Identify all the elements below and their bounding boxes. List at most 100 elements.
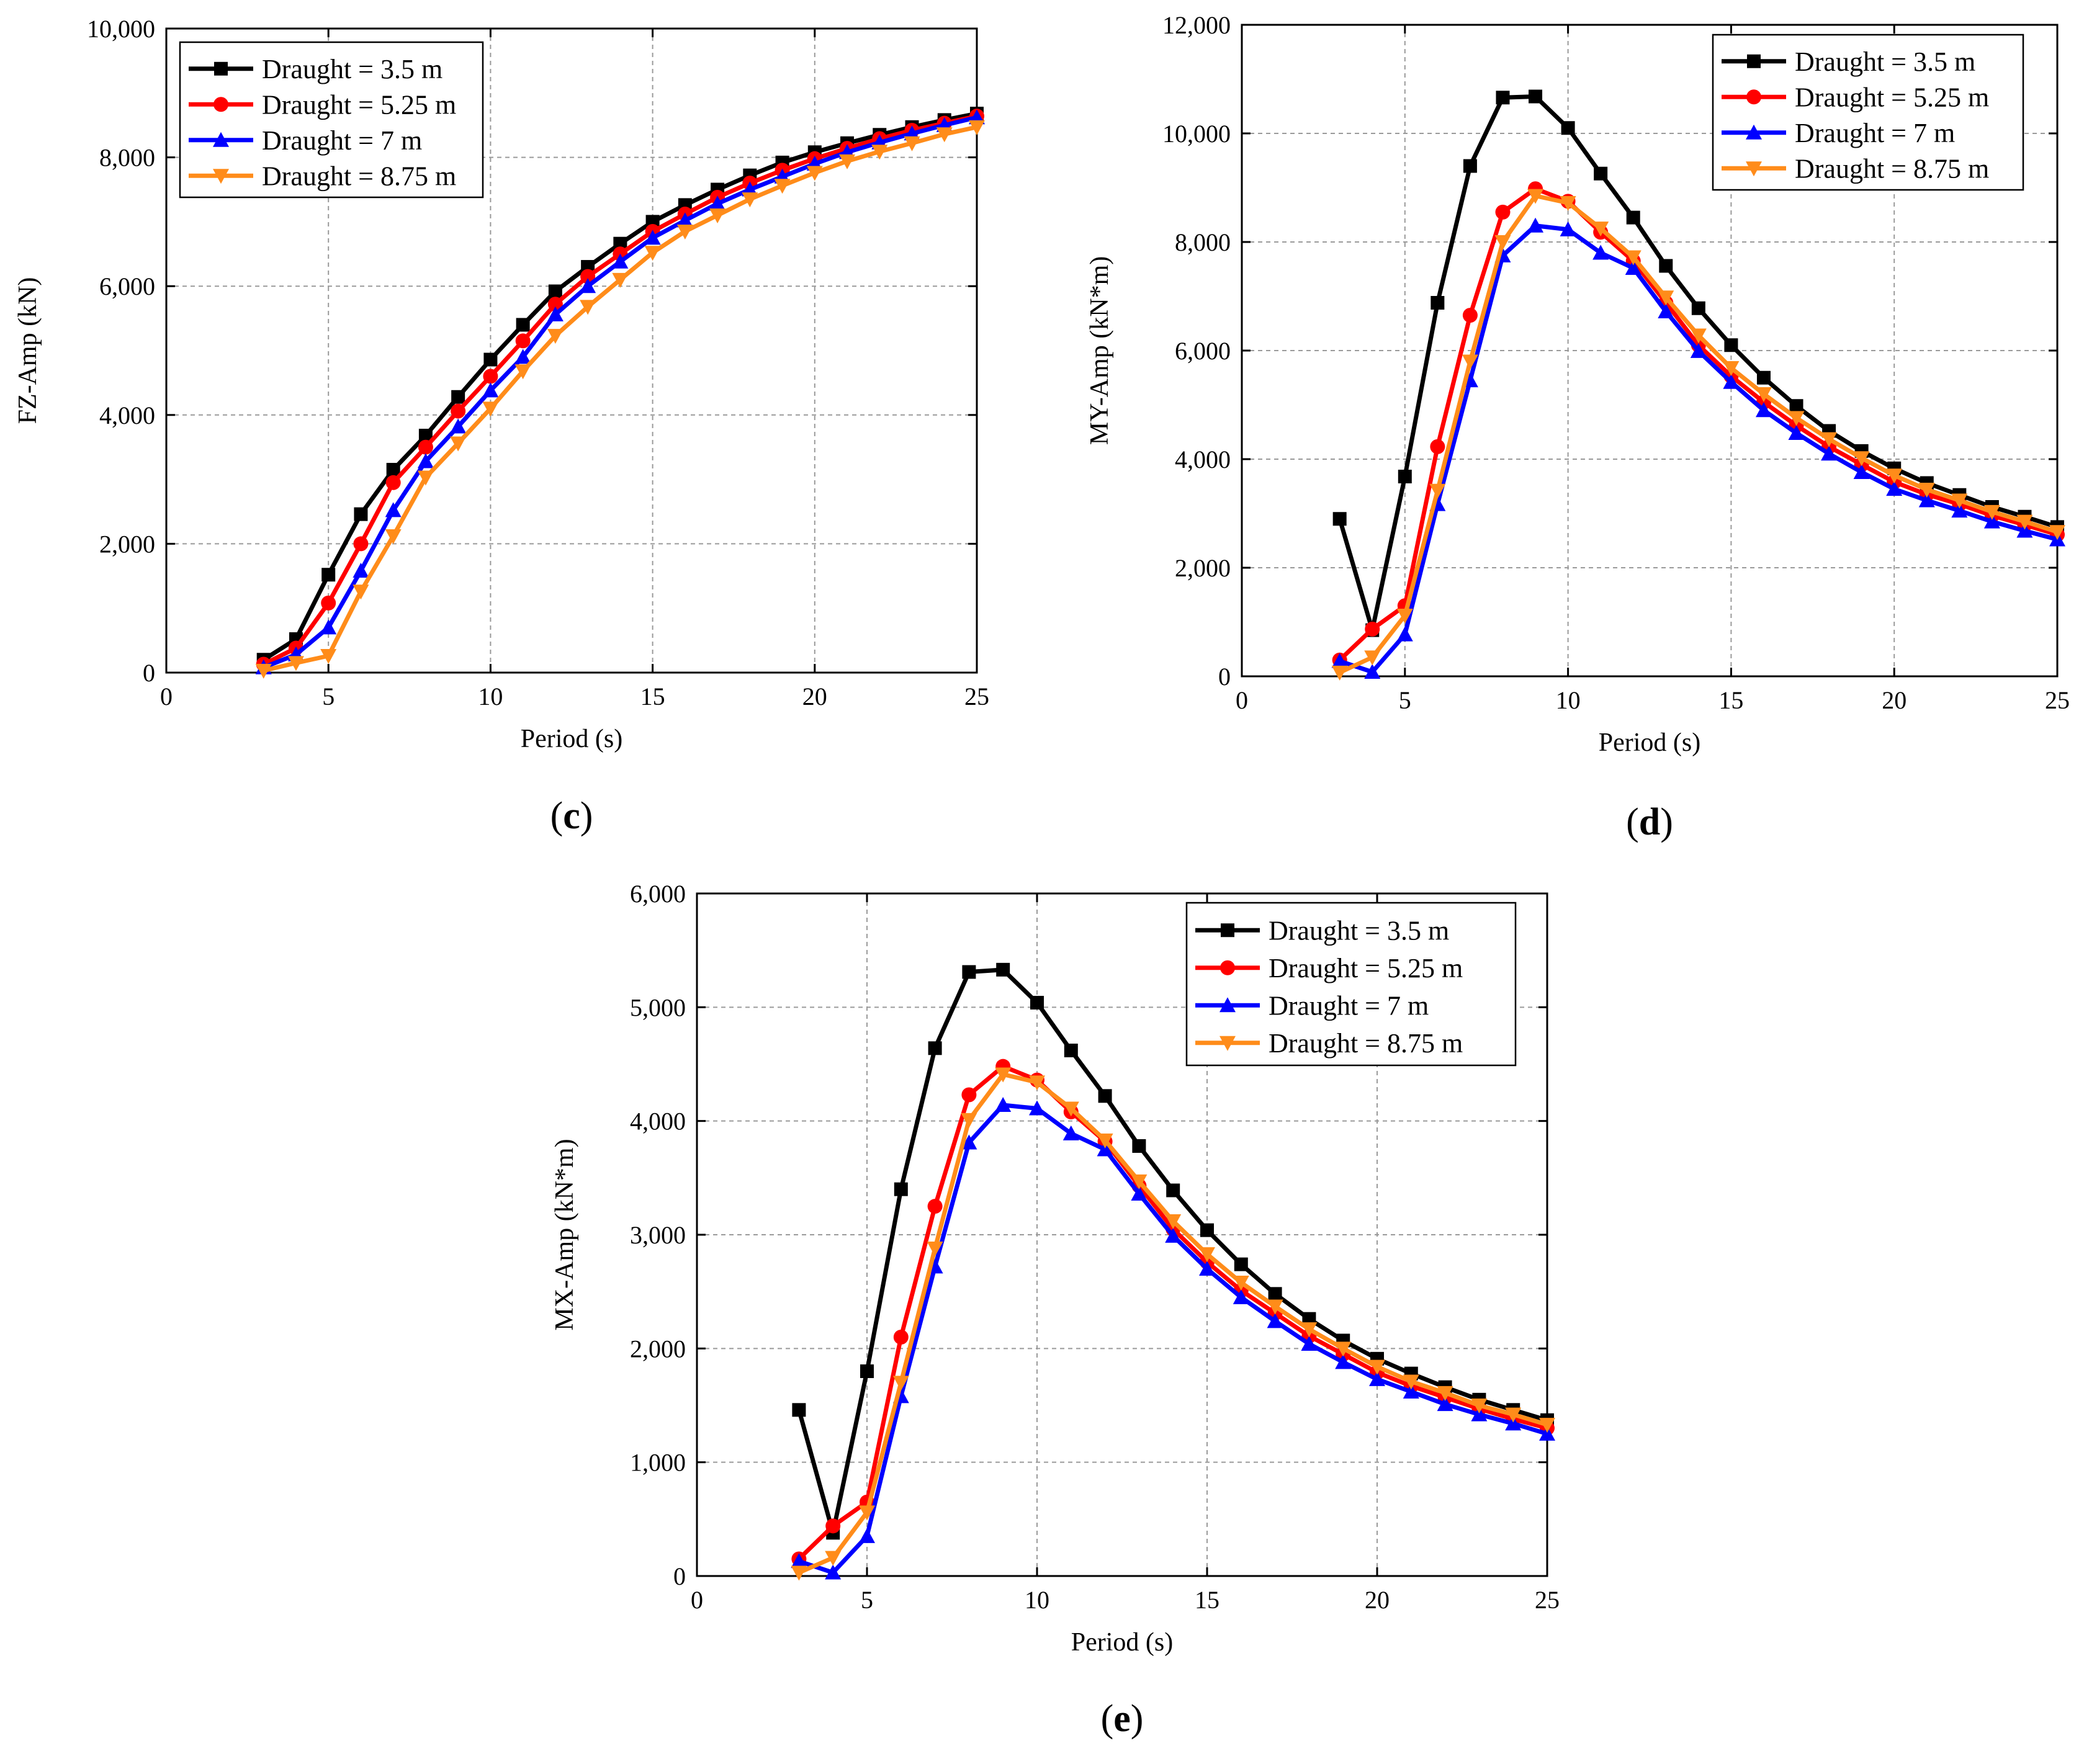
data-point	[961, 1134, 977, 1150]
data-point	[742, 192, 758, 208]
y-axis-label: FZ-Amp (kN)	[14, 277, 42, 424]
data-point	[483, 369, 498, 384]
data-point	[385, 475, 401, 490]
data-point	[417, 453, 434, 468]
legend-entry-label: Draught = 5.25 m	[1269, 953, 1463, 983]
data-point	[1364, 664, 1381, 679]
legend-entry-label: Draught = 8.75 m	[262, 161, 456, 191]
data-point	[1396, 626, 1413, 642]
data-point	[1471, 1399, 1488, 1413]
data-point	[1369, 1371, 1385, 1386]
data-point	[1165, 1214, 1182, 1229]
legend-marker	[1747, 54, 1761, 68]
data-point	[514, 364, 531, 380]
data-point	[825, 1518, 841, 1534]
data-point	[1398, 470, 1412, 483]
data-point	[451, 390, 465, 404]
data-point	[1462, 354, 1478, 370]
x-tick-label: 0	[691, 1586, 703, 1614]
data-point	[1463, 159, 1477, 173]
data-point	[1495, 204, 1511, 220]
data-point	[1561, 121, 1575, 135]
data-point	[1658, 303, 1674, 318]
legend-marker	[1746, 124, 1762, 140]
legend-entry-label: Draught = 3.5 m	[1795, 47, 1975, 77]
data-point	[995, 1067, 1012, 1083]
data-point	[1527, 189, 1544, 204]
panel-label: (c)	[550, 795, 593, 837]
data-point	[612, 253, 629, 269]
data-point	[1983, 513, 2000, 529]
data-point	[1331, 665, 1348, 681]
data-point	[1505, 1415, 1522, 1431]
data-point	[1918, 492, 1935, 508]
data-point	[547, 297, 563, 312]
data-point	[1471, 1406, 1488, 1421]
data-point	[1690, 328, 1707, 344]
data-point	[1365, 621, 1380, 637]
data-point	[353, 536, 369, 552]
data-point	[450, 436, 467, 452]
data-point	[1690, 343, 1707, 358]
data-point	[1724, 338, 1738, 352]
data-point	[613, 236, 627, 251]
y-tick-label: 0	[143, 659, 155, 687]
data-point	[644, 246, 661, 261]
data-point	[1951, 503, 1968, 518]
y-tick-label: 2,000	[1175, 554, 1231, 582]
data-point	[1403, 1384, 1419, 1399]
data-point	[1529, 89, 1543, 104]
data-point	[774, 179, 791, 194]
legend-marker	[213, 97, 228, 112]
data-point	[321, 595, 336, 611]
y-tick-label: 6,000	[630, 880, 686, 908]
data-point	[1462, 308, 1478, 323]
y-tick-label: 4,000	[630, 1108, 686, 1135]
data-point	[1626, 210, 1640, 225]
legend-marker	[1746, 161, 1762, 177]
data-point	[1062, 1101, 1079, 1117]
x-tick-label: 20	[802, 683, 827, 710]
y-axis-label: MX-Amp (kN*m)	[550, 1139, 579, 1330]
data-point	[1592, 222, 1609, 237]
plot-frame	[165, 27, 978, 674]
data-point	[515, 333, 531, 349]
data-point	[928, 1041, 942, 1055]
data-point	[995, 1097, 1012, 1112]
legend-entry-label: Draught = 7 m	[1795, 118, 1955, 148]
data-point	[353, 562, 369, 578]
data-point	[1918, 483, 1935, 498]
legend-marker	[213, 132, 229, 147]
legend-entry-label: Draught = 7 m	[1269, 990, 1429, 1021]
data-point	[417, 470, 434, 486]
x-tick-label: 10	[478, 683, 503, 710]
data-point	[859, 1505, 875, 1521]
data-point	[1821, 445, 1838, 461]
data-point	[580, 278, 596, 293]
data-point	[1098, 1089, 1112, 1103]
data-point	[1332, 512, 1347, 526]
data-point	[1132, 1139, 1146, 1153]
data-point	[969, 120, 985, 135]
data-point	[1064, 1044, 1078, 1057]
data-point	[1756, 370, 1771, 385]
data-point	[709, 195, 726, 211]
data-point	[961, 1113, 977, 1128]
data-point	[1659, 259, 1673, 273]
data-point	[1131, 1186, 1148, 1201]
data-point	[1821, 432, 1838, 447]
legend-box	[1185, 902, 1517, 1067]
data-point	[996, 962, 1010, 977]
data-point	[385, 502, 402, 517]
data-point	[1062, 1125, 1079, 1140]
data-point	[354, 507, 368, 521]
data-point	[1723, 374, 1740, 389]
data-point	[791, 1553, 807, 1569]
x-tick-label: 10	[1556, 686, 1581, 714]
data-point	[1594, 166, 1608, 181]
data-point	[1429, 483, 1446, 499]
x-tick-label: 25	[2045, 686, 2070, 714]
x-tick-label: 0	[1236, 686, 1248, 714]
data-point	[321, 568, 336, 582]
